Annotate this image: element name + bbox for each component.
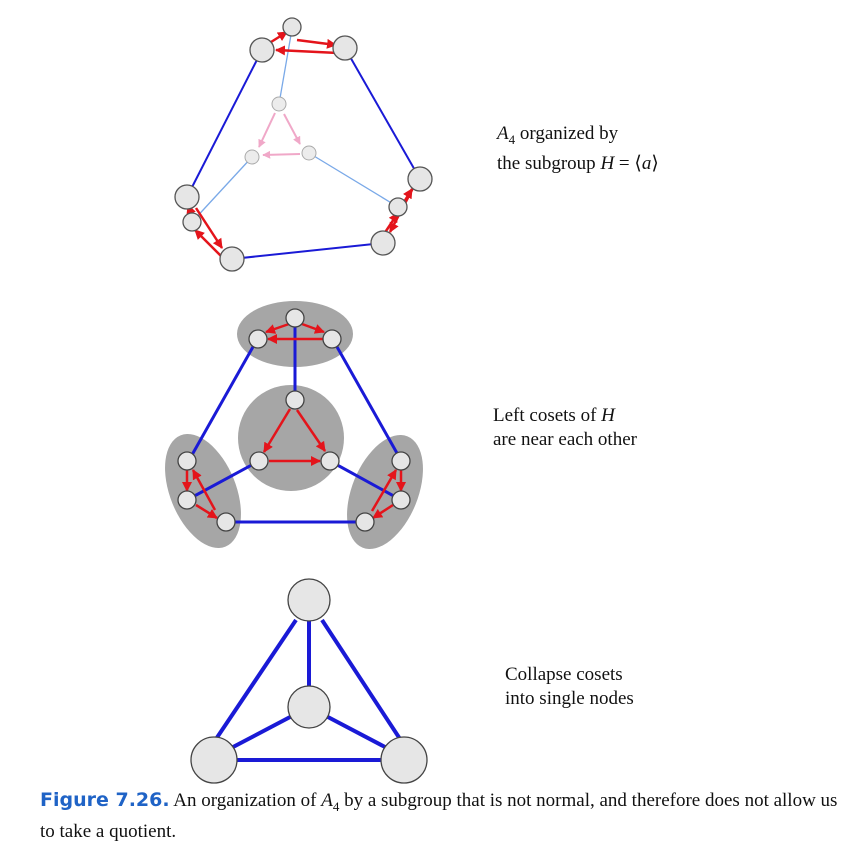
pink-arrow <box>283 113 301 145</box>
panel-2-coset-diagram <box>165 301 423 549</box>
red-arrow <box>191 469 217 511</box>
red-arrow <box>296 38 337 49</box>
label-text: Left cosets of <box>493 405 602 426</box>
blue-edge <box>344 47 421 180</box>
node <box>322 329 342 349</box>
node <box>249 451 269 471</box>
group-symbol: A <box>497 123 509 144</box>
node <box>219 246 245 272</box>
node <box>407 166 433 192</box>
red-arrow <box>195 503 218 520</box>
red-arrow <box>372 503 394 520</box>
red-arrow <box>275 45 339 56</box>
node <box>391 451 411 471</box>
generator-symbol: a <box>641 152 652 174</box>
panel-2-label-line2: are near each other <box>493 429 637 450</box>
node <box>216 512 236 532</box>
red-arrow <box>382 212 400 235</box>
node <box>249 37 275 63</box>
subgroup-symbol: H <box>601 405 615 426</box>
panel-1-label: A4 organized by the subgroup H = ⟨a⟩ <box>497 122 659 176</box>
red-arrow <box>295 409 327 452</box>
back-edge <box>278 28 293 105</box>
group-subscript: 4 <box>332 798 340 814</box>
caption-text: An organization of <box>169 790 322 811</box>
label-text: the subgroup <box>497 152 601 174</box>
panel-2-label: Left cosets of H are near each other <box>493 404 637 452</box>
node <box>370 230 396 256</box>
group-subscript: 4 <box>508 131 516 147</box>
node <box>174 184 200 210</box>
figure-caption: Figure 7.26. An organization of A4 by a … <box>40 788 840 844</box>
back-node <box>244 149 260 165</box>
red-arrow <box>270 30 288 44</box>
panel-3-label-line1: Collapse cosets <box>505 664 623 685</box>
panel-1-label-line1: A4 organized by <box>497 122 659 152</box>
node <box>190 736 238 784</box>
node <box>287 685 331 729</box>
red-arrow <box>265 322 290 334</box>
red-arrow <box>262 408 292 453</box>
panel-1-label-line2: the subgroup H = ⟨a⟩ <box>497 152 659 176</box>
node <box>177 490 197 510</box>
pink-arrow <box>258 112 276 148</box>
panel-3-label: Collapse cosets into single nodes <box>505 663 634 711</box>
node <box>355 512 375 532</box>
panel-2-label-line1: Left cosets of H <box>493 404 637 428</box>
red-arrow <box>370 469 398 512</box>
blue-edge <box>186 49 263 198</box>
figure-number: Figure 7.26. <box>40 789 170 811</box>
blue-edge <box>212 618 298 744</box>
node <box>391 490 411 510</box>
node <box>380 736 428 784</box>
node <box>282 17 302 37</box>
node <box>388 197 408 217</box>
node <box>332 35 358 61</box>
node <box>320 451 340 471</box>
label-text: ⟩ <box>651 152 659 174</box>
back-node <box>271 96 287 112</box>
red-arrow <box>194 207 224 249</box>
red-arrow <box>402 188 414 203</box>
back-edge <box>191 156 253 223</box>
node <box>287 578 331 622</box>
caption-text: by a subgroup that is not normal, and th… <box>40 790 838 842</box>
blue-edge <box>231 242 384 260</box>
blue-edge <box>186 337 260 463</box>
red-arrow <box>301 322 325 334</box>
panel-3-label-line2: into single nodes <box>505 688 634 709</box>
red-arrow <box>194 229 224 259</box>
back-node <box>301 145 317 161</box>
node <box>285 390 305 410</box>
label-text: organized by <box>515 123 619 144</box>
blue-edge <box>329 459 402 502</box>
blue-edge <box>330 337 404 463</box>
subgroup-symbol: H <box>600 152 615 174</box>
group-symbol: A <box>321 790 333 811</box>
blue-edge <box>320 618 404 744</box>
node <box>182 212 202 232</box>
panel-1-cayley-diagram <box>174 17 433 272</box>
blue-edge <box>186 459 260 502</box>
back-edge <box>308 152 399 208</box>
node <box>177 451 197 471</box>
node <box>248 329 268 349</box>
label-text: = ⟨ <box>614 152 642 174</box>
panel-3-collapsed-diagram <box>190 578 428 784</box>
node <box>285 308 305 328</box>
pink-arrow <box>262 150 301 159</box>
